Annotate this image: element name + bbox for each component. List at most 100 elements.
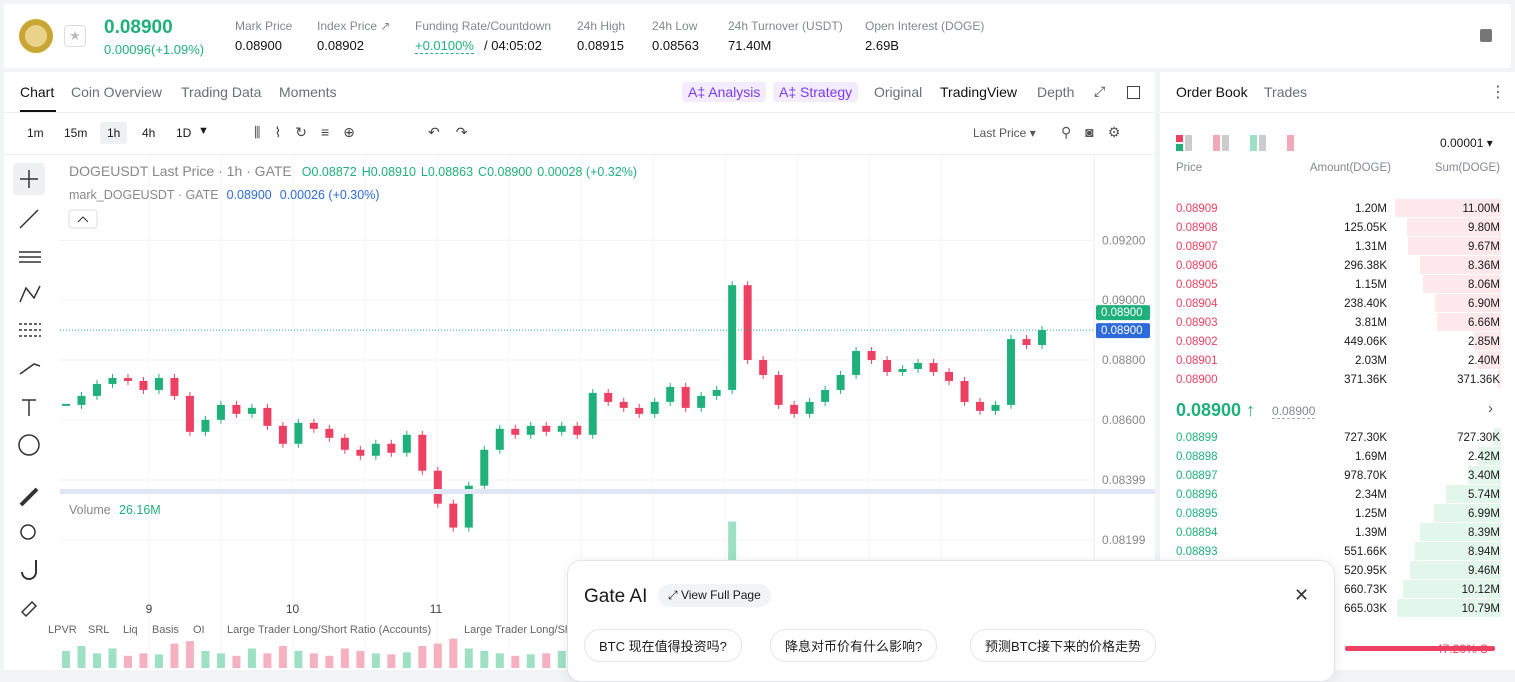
stat-value: 71.40M: [728, 38, 772, 53]
last-price-tag: 0.08900: [1101, 307, 1143, 319]
view-tab[interactable]: Depth: [1037, 84, 1075, 100]
ob-price: 0.08896: [1176, 489, 1218, 501]
volume-bar: [139, 653, 148, 668]
stat-label: 24h High: [577, 19, 626, 33]
ob-sum: 727.30K: [1457, 432, 1500, 444]
volume-bar: [526, 654, 535, 668]
stat-value: 0.08900: [235, 38, 282, 53]
candle: [402, 434, 411, 453]
candle: [371, 443, 380, 456]
stat-label: Open Interest (DOGE): [865, 19, 985, 33]
volume-bar: [294, 650, 303, 668]
volume-bar: [62, 650, 70, 668]
candle: [511, 428, 520, 435]
candle: [201, 419, 210, 432]
ob-sum: 8.06M: [1468, 279, 1500, 291]
tab[interactable]: Moments: [279, 84, 337, 100]
interval[interactable]: 4h: [142, 126, 156, 140]
candle: [278, 425, 287, 444]
ratio-bar: [1345, 646, 1495, 651]
analysis-tab[interactable]: A‡ Analysis: [682, 82, 767, 102]
collapse[interactable]: [68, 209, 98, 229]
interval[interactable]: 1m: [27, 126, 44, 140]
depth-bar: [1423, 275, 1501, 293]
candle: [294, 422, 303, 444]
dropdown[interactable]: ▼: [198, 125, 209, 137]
indicator-tab[interactable]: LPVR: [48, 624, 77, 636]
candle: [309, 422, 318, 429]
tag-bg: [1096, 305, 1150, 321]
interval[interactable]: 15m: [64, 126, 88, 140]
candle: [1038, 330, 1046, 346]
precision-value: 0.00001: [1440, 136, 1484, 150]
precision[interactable]: 0.00001 ▾: [1440, 136, 1493, 150]
depth-bar: [1407, 237, 1501, 255]
view-toggles[interactable]: [1176, 135, 1296, 151]
order-book: Order Book Trades ⋮ 0.00001 ▾ Price Amou…: [1160, 72, 1515, 670]
indicator-tab[interactable]: Basis: [152, 624, 179, 636]
candle: [666, 386, 675, 402]
indicator-tab[interactable]: Large Trader Long/Short Ratio (Accounts): [227, 624, 432, 636]
more-icon[interactable]: ⋮: [1490, 84, 1506, 101]
candle: [929, 362, 938, 372]
depth-bar: [1406, 218, 1501, 236]
expand-icon[interactable]: ⤢: [1094, 83, 1106, 99]
stat-value: 2.69B: [865, 38, 899, 53]
interval[interactable]: 1h: [100, 122, 128, 144]
volume-bar: [387, 654, 396, 668]
ob-sum: 5.74M: [1468, 489, 1500, 501]
undo-redo[interactable]: ↶↷: [428, 124, 484, 140]
book-icon[interactable]: [1480, 29, 1492, 42]
suggestion[interactable]: 预测BTC接下来的价格走势: [970, 629, 1157, 662]
volume-bar: [449, 638, 458, 668]
tab[interactable]: Chart: [20, 84, 55, 100]
suggestion[interactable]: BTC 现在值得投资吗?: [584, 629, 742, 662]
ob-sum: 9.67M: [1468, 241, 1500, 253]
ob-sum: 6.90M: [1468, 298, 1500, 310]
view-full-button[interactable]: ⤢ View Full Page: [658, 584, 771, 607]
ob-tab[interactable]: Trades: [1264, 84, 1308, 100]
candle: [790, 404, 799, 414]
chart-actions[interactable]: ⚲◙⚙: [1061, 124, 1135, 140]
view-tab[interactable]: Original: [874, 84, 923, 100]
volume-bar: [371, 653, 380, 668]
ob-sum: 8.39M: [1468, 527, 1500, 539]
candle: [914, 362, 923, 369]
candle: [774, 374, 783, 405]
close[interactable]: ✕: [1294, 585, 1310, 605]
interval[interactable]: 1D: [176, 126, 192, 140]
arrow[interactable]: ›: [1488, 400, 1493, 417]
stat-label[interactable]: Index Price ↗: [317, 19, 391, 33]
price-type[interactable]: Last Price ▾: [973, 126, 1036, 140]
candle: [495, 428, 504, 450]
price-chart: 0.09200 0.09000 0.08800 0.08600 0.08399 0.081…: [60, 154, 1155, 670]
col-header: Price: [1176, 162, 1203, 174]
volume-bar: [201, 650, 210, 668]
ob-price: 0.08901: [1176, 355, 1218, 367]
candle: [526, 425, 535, 435]
indicator-tab[interactable]: SRL: [88, 624, 110, 636]
strategy-tab[interactable]: A‡ Strategy: [773, 82, 859, 102]
price-change: 0.00096(+1.09%): [104, 42, 205, 57]
tab[interactable]: Coin Overview: [71, 84, 163, 100]
indicator-tab[interactable]: OI: [193, 624, 205, 636]
candle: [821, 389, 830, 402]
suggestion[interactable]: 降息对币价有什么影响?: [770, 629, 938, 662]
ob-amount: 1.39M: [1355, 527, 1387, 539]
chart-tools[interactable]: ⫼⌇↻≡⊕: [254, 124, 369, 140]
stat-value: +0.0100%: [415, 38, 474, 54]
x-label: 9: [146, 602, 153, 616]
candle: [77, 395, 86, 405]
volume-bar: [263, 653, 272, 668]
candle: [170, 377, 179, 396]
candle: [542, 425, 551, 432]
window-icon[interactable]: [1127, 86, 1140, 99]
candle: [945, 371, 954, 381]
indicator-tab[interactable]: Liq: [123, 624, 138, 636]
ob-tab[interactable]: Order Book: [1176, 84, 1248, 100]
candle: [123, 377, 132, 381]
tab[interactable]: Trading Data: [181, 84, 262, 100]
view-tab[interactable]: TradingView: [940, 84, 1018, 100]
favorite[interactable]: ★: [64, 25, 86, 47]
candle: [340, 437, 349, 450]
